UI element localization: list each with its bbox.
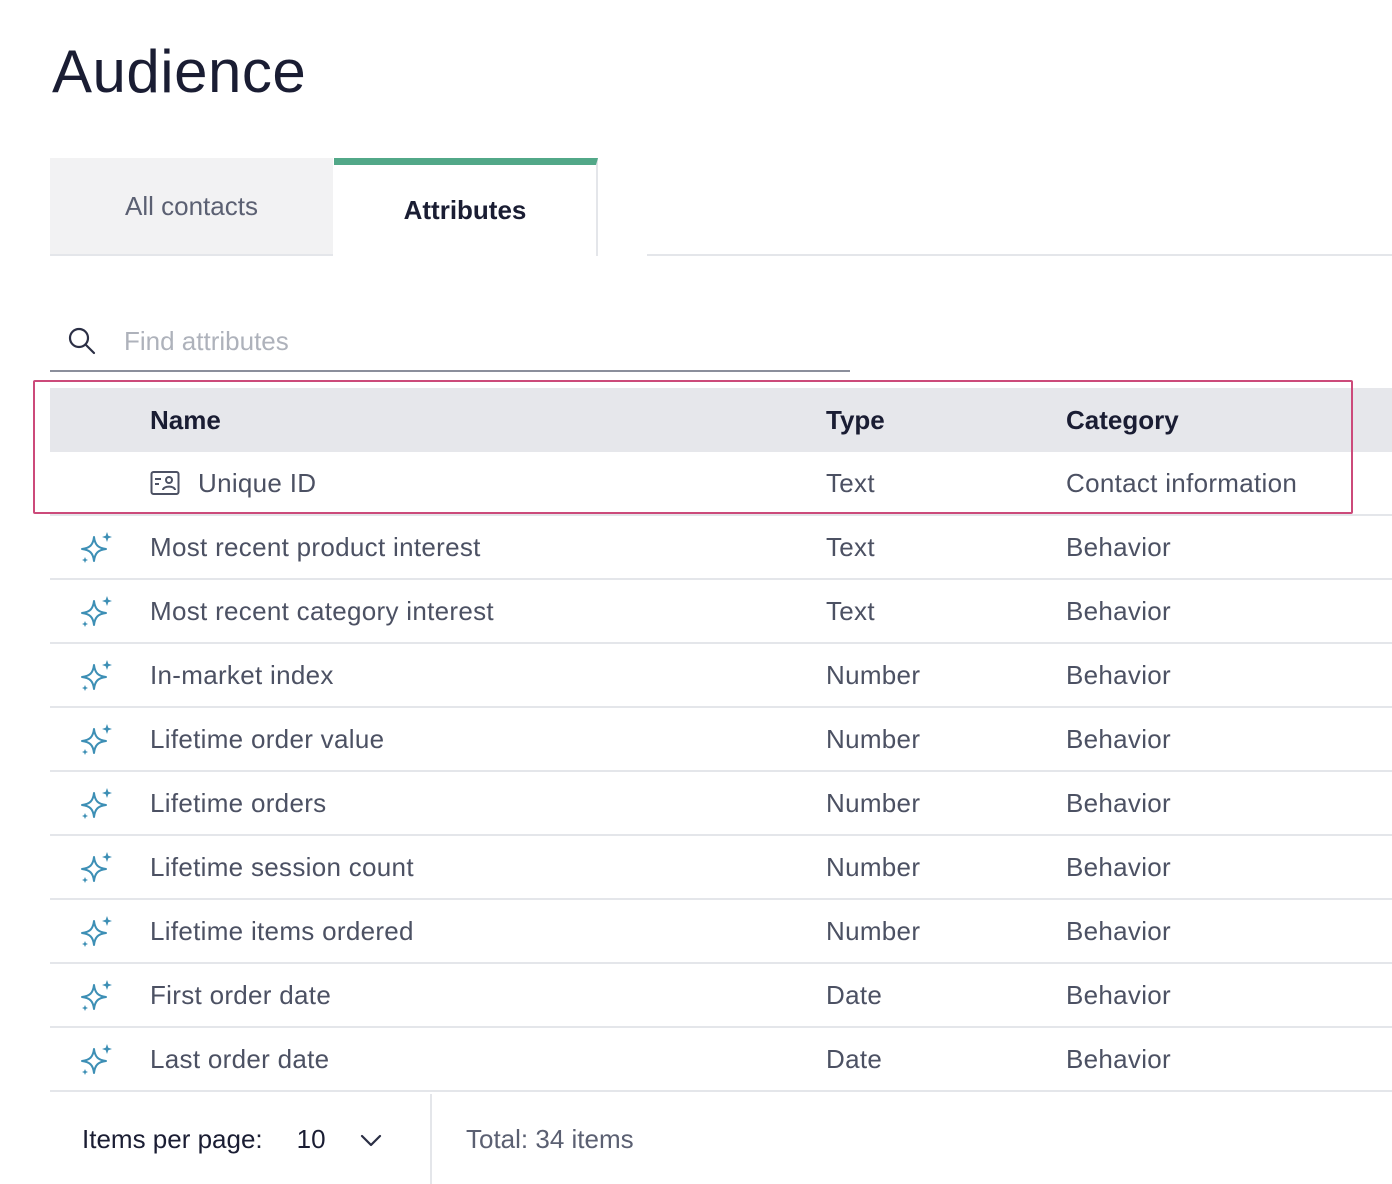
table-row[interactable]: Lifetime order value Number Behavior: [50, 708, 1392, 772]
row-type: Number: [826, 787, 921, 818]
row-category: Behavior: [1066, 723, 1172, 754]
table-row[interactable]: Unique ID Text Contact information: [50, 452, 1392, 516]
sparkle-icon: [50, 851, 150, 883]
table-row[interactable]: Lifetime session count Number Behavior: [50, 836, 1392, 900]
table-row[interactable]: Lifetime orders Number Behavior: [50, 772, 1392, 836]
page-title: Audience: [52, 38, 307, 105]
tabs-divider: [647, 254, 1392, 256]
column-header-category[interactable]: Category: [1066, 404, 1179, 435]
sparkle-icon: [50, 659, 150, 691]
id-card-icon: [150, 470, 180, 496]
row-category: Contact information: [1066, 467, 1298, 498]
sparkle-icon: [50, 979, 150, 1011]
row-category: Behavior: [1066, 531, 1172, 562]
row-name: Lifetime items ordered: [150, 915, 414, 946]
tab-attributes[interactable]: Attributes: [334, 158, 598, 256]
table-row[interactable]: Last order date Date Behavior: [50, 1028, 1392, 1092]
sparkle-icon: [50, 787, 150, 819]
row-type: Text: [826, 531, 875, 562]
tab-all-contacts[interactable]: All contacts: [50, 158, 333, 256]
sparkle-icon: [50, 915, 150, 947]
row-category: Behavior: [1066, 659, 1172, 690]
row-name: Lifetime order value: [150, 723, 385, 754]
row-type: Number: [826, 723, 921, 754]
row-name: Lifetime orders: [150, 787, 327, 818]
table-header: Name Type Category: [50, 388, 1392, 452]
row-type: Text: [826, 595, 875, 626]
tabs: All contacts Attributes: [50, 158, 1392, 256]
row-category: Behavior: [1066, 1043, 1172, 1074]
row-name: In-market index: [150, 659, 334, 690]
row-category: Behavior: [1066, 915, 1172, 946]
chevron-down-icon: [360, 1124, 382, 1155]
items-per-page-value: 10: [296, 1123, 326, 1154]
column-header-name[interactable]: Name: [150, 404, 221, 435]
row-name: Unique ID: [198, 467, 317, 498]
sparkle-icon: [50, 723, 150, 755]
table-row[interactable]: Most recent category interest Text Behav…: [50, 580, 1392, 644]
sparkle-icon: [50, 1043, 150, 1075]
items-per-page: Items per page: 10: [50, 1094, 432, 1184]
table-row[interactable]: First order date Date Behavior: [50, 964, 1392, 1028]
table-row[interactable]: Lifetime items ordered Number Behavior: [50, 900, 1392, 964]
column-header-type[interactable]: Type: [826, 404, 885, 435]
row-name: First order date: [150, 979, 332, 1010]
table-row[interactable]: Most recent product interest Text Behavi…: [50, 516, 1392, 580]
row-type: Number: [826, 659, 921, 690]
search-bar: [50, 312, 850, 372]
row-type: Number: [826, 915, 921, 946]
attributes-table: Name Type Category Unique ID Text Contac…: [50, 388, 1392, 1092]
row-name: Most recent category interest: [150, 595, 494, 626]
row-name: Most recent product interest: [150, 531, 481, 562]
search-input[interactable]: [122, 324, 806, 358]
row-type: Date: [826, 1043, 883, 1074]
items-per-page-label: Items per page:: [82, 1123, 263, 1154]
row-category: Behavior: [1066, 595, 1172, 626]
pagination-footer: Items per page: 10 Total: 34 items: [50, 1094, 1392, 1184]
row-type: Text: [826, 467, 875, 498]
items-per-page-select[interactable]: 10: [297, 1124, 382, 1155]
table-row[interactable]: In-market index Number Behavior: [50, 644, 1392, 708]
row-category: Behavior: [1066, 979, 1172, 1010]
row-type: Number: [826, 851, 921, 882]
row-category: Behavior: [1066, 851, 1172, 882]
total-items: Total: 34 items: [466, 1123, 634, 1154]
row-type: Date: [826, 979, 883, 1010]
row-name: Last order date: [150, 1043, 330, 1074]
search-icon: [50, 326, 114, 356]
sparkle-icon: [50, 531, 150, 563]
row-category: Behavior: [1066, 787, 1172, 818]
row-name: Lifetime session count: [150, 851, 414, 882]
sparkle-icon: [50, 595, 150, 627]
